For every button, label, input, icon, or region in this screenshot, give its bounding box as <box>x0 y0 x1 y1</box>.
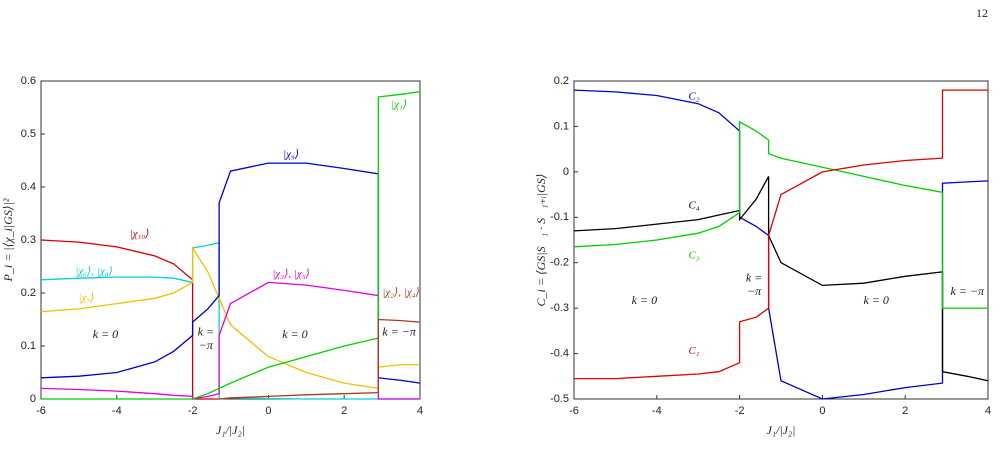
x-tick-label: -2 <box>735 405 745 417</box>
series-line <box>40 239 220 400</box>
x-tick-label: -6 <box>569 405 579 417</box>
annotation: k = −π <box>951 284 986 298</box>
y-tick-label: 0.2 <box>554 75 569 87</box>
y-tick-label: 0.1 <box>554 120 569 132</box>
series-line <box>219 318 421 400</box>
x-tick-label: 4 <box>985 405 991 417</box>
x-tick-label: 2 <box>902 405 908 417</box>
plot-frame <box>40 80 421 400</box>
y-tick-label: 0.5 <box>21 128 36 140</box>
x-tick-label: 0 <box>265 405 271 417</box>
y-tick-label: 0.1 <box>21 340 36 352</box>
series-label: |χ₉⟩ <box>283 149 299 161</box>
y-axis-label: P_i = |⟨χ_i|GS⟩|² <box>1 198 15 282</box>
annotation: k = 0 <box>93 327 118 341</box>
y-tick-label: -0.4 <box>550 347 569 359</box>
series-label: |χ₁⟩ <box>391 98 407 110</box>
y-tick-label: 0.2 <box>21 287 36 299</box>
y-tick-label: -0.1 <box>550 211 569 223</box>
y-tick-label: -0.5 <box>550 393 569 405</box>
series-line <box>574 89 988 380</box>
y-tick-label: -0.3 <box>550 302 569 314</box>
x-tick-label: 4 <box>417 405 423 417</box>
annotation: k = 0 <box>864 293 889 307</box>
x-tick-label: -4 <box>652 405 662 417</box>
series-label: |χ₇⟩ <box>78 292 94 304</box>
x-axis-label: J₁/|J₂| <box>216 423 245 437</box>
x-axis-label: J₁/|J₂| <box>767 423 796 437</box>
annotation: k = −π <box>382 325 417 339</box>
series-line <box>41 90 421 400</box>
y-tick-label: 0 <box>563 166 569 178</box>
y-axis-label: C_i = ⟨GS|S⃗₁ · S⃗₁₊ᵢ|GS⟩ <box>534 174 548 307</box>
x-tick-label: -4 <box>112 405 122 417</box>
series-label: |χ₁₀⟩ <box>130 228 150 240</box>
page-number: 12 <box>976 6 988 20</box>
annotation: k = <box>198 325 214 339</box>
annotation: k = <box>746 270 762 284</box>
series-label: C₂ <box>688 90 699 102</box>
series-line <box>573 120 988 309</box>
y-tick-label: 0 <box>30 393 36 405</box>
series-label: C₃ <box>688 249 699 261</box>
y-tick-label: 0.6 <box>21 75 36 87</box>
x-tick-label: 0 <box>819 405 825 417</box>
annotation: k = 0 <box>282 327 307 341</box>
annotation: −π <box>747 284 762 298</box>
series-label: |χ₆⟩, |χ₈⟩ <box>75 265 112 277</box>
series-label: C₄ <box>688 199 699 211</box>
series-line <box>573 176 989 382</box>
annotation: k = 0 <box>632 293 657 307</box>
x-tick-label: -2 <box>188 405 198 417</box>
y-tick-label: 0.3 <box>21 234 36 246</box>
series-label: C₁ <box>688 345 699 357</box>
plot-frame <box>573 80 989 400</box>
annotation: −π <box>199 338 214 352</box>
x-tick-label: -6 <box>36 405 46 417</box>
x-tick-label: 2 <box>341 405 347 417</box>
series-line <box>573 89 989 400</box>
series-label: |χ₂⟩, |χ₄⟩ <box>382 287 419 299</box>
y-tick-label: -0.2 <box>550 257 569 269</box>
series-label: |χ₃⟩, |χ₅⟩ <box>272 268 309 280</box>
y-tick-label: 0.4 <box>21 181 36 193</box>
